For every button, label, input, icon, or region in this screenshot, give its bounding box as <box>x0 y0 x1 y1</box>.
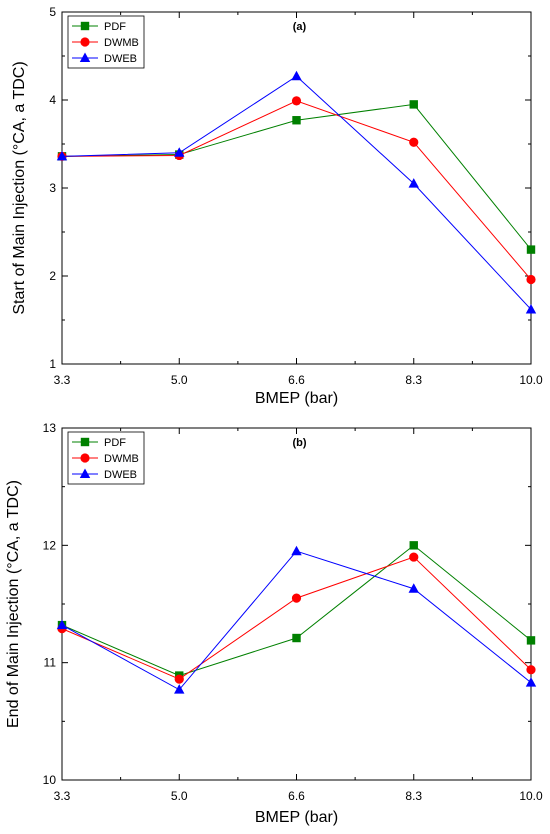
data-point <box>174 684 185 694</box>
y-tick-label: 1 <box>49 357 56 371</box>
data-point <box>292 116 301 125</box>
data-point <box>56 619 68 630</box>
data-point <box>525 303 537 314</box>
series-line-pdf <box>61 544 532 677</box>
chart-panel-a: 3.3 5.0 6.6 8.3 10.0 1 2 3 4 5 BMEP (bar) Start of … <box>11 5 543 407</box>
y-tick-label: 10 <box>43 773 57 787</box>
x-tick-label: 8.3 <box>405 789 422 803</box>
panel-label: (a) <box>293 21 307 33</box>
data-point <box>291 96 302 106</box>
data-point <box>409 100 418 109</box>
legend-label: PDF <box>104 21 126 33</box>
data-point <box>409 552 419 562</box>
series-dwmb <box>57 552 536 684</box>
x-tick-label: 5.0 <box>171 789 188 803</box>
data-point <box>291 593 302 603</box>
data-point <box>291 545 302 556</box>
x-tick-label: 6.6 <box>288 789 305 803</box>
data-point <box>525 677 537 687</box>
data-point <box>174 147 185 157</box>
chart-panel-b: 3.3 5.0 6.6 8.3 10.0 10 11 12 13 BMEP (bar) End of… <box>5 421 543 826</box>
x-tick-label: 10.0 <box>519 373 543 387</box>
y-tick-label: 11 <box>44 656 57 670</box>
x-axis-title: BMEP (bar) <box>255 390 338 407</box>
legend-marker <box>79 52 91 62</box>
y-tick-label: 12 <box>43 538 57 552</box>
x-tick-label: 6.6 <box>288 373 305 387</box>
x-tick-label: 8.3 <box>405 373 422 387</box>
series-dweb <box>56 70 537 314</box>
data-point <box>291 70 302 81</box>
legend-marker <box>80 21 90 31</box>
series-dweb <box>56 545 537 694</box>
y-tick-label: 13 <box>43 421 57 435</box>
x-tick-label: 5.0 <box>171 373 188 387</box>
legend-marker <box>80 37 90 47</box>
y-axis-title: End of Main Injection (°CA, a TDC) <box>5 480 22 728</box>
y-tick-label: 3 <box>49 181 56 195</box>
y-tick-label: 5 <box>49 5 56 19</box>
legend-marker <box>80 437 90 447</box>
series-line-dwmb <box>61 556 532 680</box>
y-tick-label: 2 <box>49 269 56 283</box>
series-line-dweb <box>61 75 532 310</box>
x-tick-label: 3.3 <box>54 789 71 803</box>
legend-label: DWMB <box>104 37 139 49</box>
panel-label: (b) <box>292 437 306 449</box>
legend: PDF DWMB DWEB <box>67 15 145 69</box>
series-pdf <box>57 100 536 254</box>
legend: PDF DWMB DWEB <box>67 431 145 485</box>
data-point <box>526 274 536 285</box>
legend-marker <box>80 453 90 463</box>
data-point <box>526 245 536 254</box>
series-pdf <box>57 541 536 680</box>
data-point <box>408 583 419 593</box>
legend-label: PDF <box>104 437 126 449</box>
legend-label: DWMB <box>104 453 139 465</box>
series-line-dweb <box>61 550 532 691</box>
series-dwmb <box>57 96 536 285</box>
data-point <box>409 541 418 550</box>
data-point <box>56 150 68 161</box>
series-line-dwmb <box>61 100 532 280</box>
data-point <box>526 665 536 675</box>
legend-marker <box>79 468 91 478</box>
data-point <box>292 633 301 643</box>
data-point <box>174 674 184 684</box>
x-axis-title: BMEP (bar) <box>255 809 338 826</box>
legend-label: DWEB <box>104 469 137 481</box>
y-axis-title: Start of Main Injection (°CA, a TDC) <box>11 61 28 314</box>
y-tick-label: 4 <box>49 93 56 107</box>
data-point <box>409 137 419 147</box>
series-line-pdf <box>61 103 532 250</box>
data-point <box>408 178 419 188</box>
x-tick-label: 3.3 <box>54 373 71 387</box>
x-tick-label: 10.0 <box>519 789 543 803</box>
data-point <box>526 636 536 645</box>
legend-label: DWEB <box>104 53 137 65</box>
